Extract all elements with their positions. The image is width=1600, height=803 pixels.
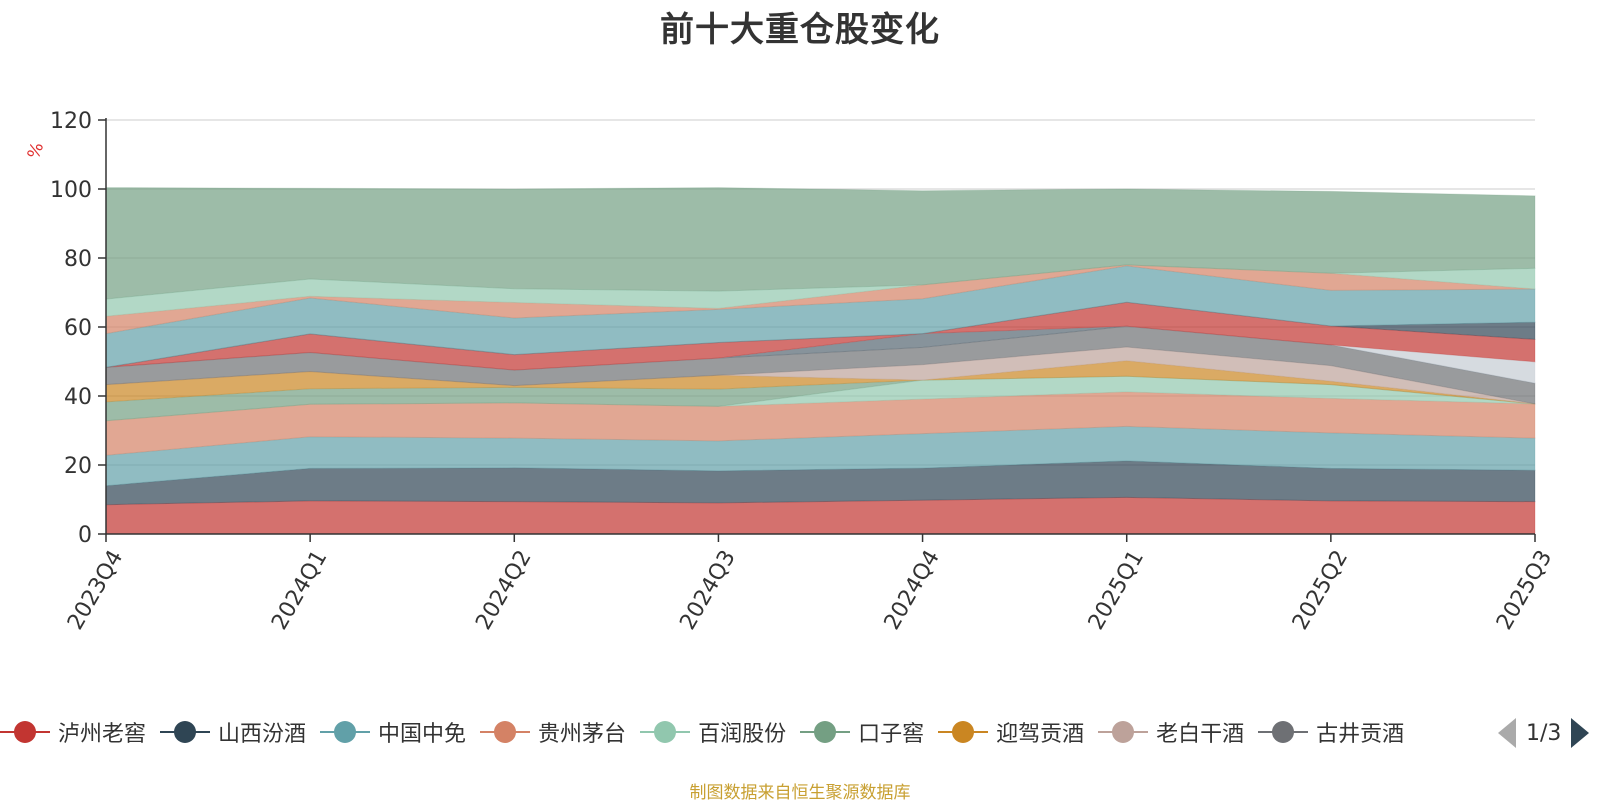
legend-label: 中国中免 [378,722,467,747]
x-tick-label: 2024Q1 [267,546,332,634]
area-series-3 [105,425,1536,487]
area-series-7 [105,360,1536,405]
area-series [105,187,1536,535]
legend-page-indicator: 1/3 [1526,720,1562,746]
legend-marker-icon [938,720,989,744]
legend-item[interactable]: 口子窖 [800,712,924,752]
legend-item[interactable]: 泸州老窖 [0,712,146,752]
y-tick-label: 120 [50,109,92,134]
area-series-1 [105,496,1536,535]
y-tick-label: 40 [64,385,92,410]
legend-item[interactable]: 老白干酒 [1098,712,1244,752]
source-note: 制图数据来自恒生聚源数据库 [689,783,911,803]
area-series-17 [105,187,1536,300]
area-series-6 [105,375,1536,422]
legend-marker-icon [640,720,691,744]
legend-pager: 1/3 [1498,716,1590,750]
legend-marker-icon [160,720,211,744]
area-series-15 [105,264,1536,335]
legend-marker-icon [480,720,531,744]
legend-label: 老白干酒 [1156,722,1245,747]
legend-marker-icon [1098,720,1149,744]
legend-label: 山西汾酒 [218,722,307,747]
legend-label: 百润股份 [698,722,787,747]
legend-item[interactable]: 古井贡酒 [1258,712,1404,752]
y-tick-label: 20 [64,454,92,479]
legend-prev-page-button[interactable] [1498,718,1516,748]
y-tick-label: 0 [78,523,92,548]
stacked-area-chart: 0 20 40 60 80 100 120 2023Q4 2024Q1 2024Q2 2024Q3 2… [24,109,1557,634]
x-tick-label: 2025Q2 [1288,546,1353,634]
y-tick-label: 100 [50,178,92,203]
legend-next-page-button[interactable] [1571,718,1590,748]
y-axis-label: % [24,140,48,162]
legend-marker-icon [1258,720,1309,744]
legend-item[interactable]: 百润股份 [640,712,786,752]
legend-marker-icon [320,720,371,744]
x-tick-label: 2024Q2 [471,546,536,634]
y-tick-label: 60 [64,316,92,341]
x-tick-label: 2024Q3 [675,546,740,634]
legend-marker-icon [800,720,851,744]
chart-title: 前十大重仓股变化 [660,10,940,50]
x-tick-label: 2025Q1 [1084,546,1149,634]
x-tick-label: 2023Q4 [63,546,128,634]
legend-item[interactable]: 贵州茅台 [480,712,626,752]
area-series-2 [105,460,1536,506]
legend-label: 贵州茅台 [538,722,627,747]
x-tick-label: 2025Q3 [1492,546,1557,634]
legend-item[interactable]: 迎驾贡酒 [938,712,1084,752]
legend: 泸州老窖 山西汾酒 中国中免 贵州茅台 百润股份 口子窖 迎驾贡酒 老白干酒 古井贡酒 [0,712,1480,752]
legend-item[interactable]: 山西汾酒 [160,712,306,752]
y-tick-label: 80 [64,247,92,272]
x-tick-label: 2024Q4 [880,546,945,634]
legend-item[interactable]: 中国中免 [320,712,466,752]
legend-label: 迎驾贡酒 [996,722,1085,747]
legend-label: 泸州老窖 [58,722,147,747]
area-series-4 [105,391,1536,456]
legend-marker-icon [0,720,50,744]
legend-label: 古井贡酒 [1316,722,1405,747]
legend-label: 口子窖 [858,722,925,747]
